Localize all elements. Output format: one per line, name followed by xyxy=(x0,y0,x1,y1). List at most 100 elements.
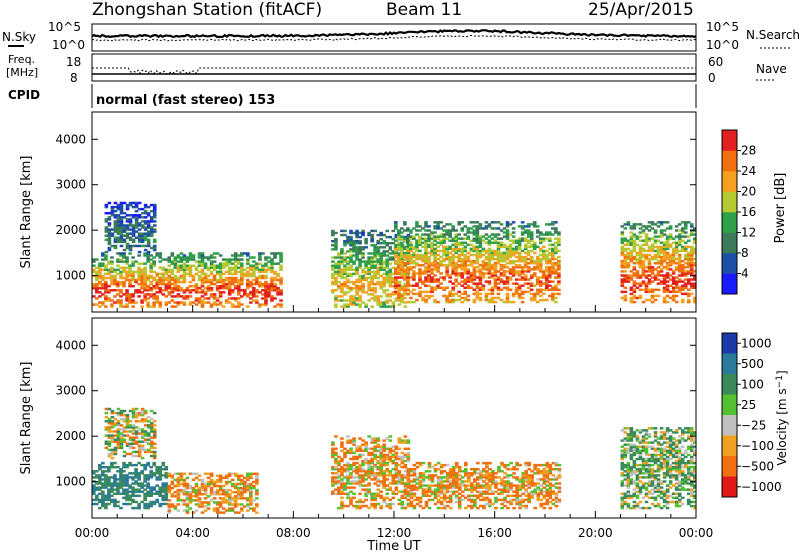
power-echo-cell xyxy=(523,264,528,267)
velocity-echo-cell xyxy=(346,474,350,477)
velocity-echo-cell xyxy=(243,497,247,500)
power-echo-cell xyxy=(529,243,534,247)
power-echo-cell xyxy=(137,236,142,239)
power-echo-cell xyxy=(499,251,504,255)
power-echo-cell xyxy=(367,268,371,272)
power-echo-cell xyxy=(349,235,353,239)
power-echo-cell xyxy=(379,242,384,245)
power-echo-cell xyxy=(460,241,465,244)
velocity-echo-cell xyxy=(119,468,123,471)
velocity-echo-cell xyxy=(355,476,359,479)
power-echo-cell xyxy=(173,266,178,269)
power-echo-cell xyxy=(662,296,667,300)
power-echo-cell xyxy=(349,295,353,298)
power-echo-cell xyxy=(161,293,166,296)
power-echo-cell xyxy=(526,266,531,269)
power-echo-cell xyxy=(517,274,522,277)
velocity-echo-cell xyxy=(98,492,102,495)
power-echo-cell xyxy=(331,272,335,276)
velocity-echo-cell xyxy=(224,474,229,478)
velocity-echo-cell xyxy=(403,453,408,457)
power-echo-cell xyxy=(358,231,362,235)
power-echo-cell xyxy=(107,238,112,242)
power-echo-cell xyxy=(653,239,658,242)
power-echo-cell xyxy=(385,280,390,284)
power-echo-cell xyxy=(361,256,365,259)
velocity-echo-cell xyxy=(391,490,396,493)
velocity-echo-cell xyxy=(400,506,405,510)
power-echo-cell xyxy=(529,239,534,242)
velocity-echo-cell xyxy=(182,493,187,496)
power-echo-cell xyxy=(517,278,522,281)
power-echo-cell xyxy=(385,260,390,263)
power-echo-cell xyxy=(255,295,259,298)
velocity-echo-cell xyxy=(194,499,199,502)
power-echo-cell xyxy=(659,270,664,273)
velocity-echo-cell xyxy=(164,490,169,493)
velocity-echo-cell xyxy=(200,488,205,492)
power-echo-cell xyxy=(270,297,274,300)
power-echo-cell xyxy=(394,266,399,269)
power-echo-cell xyxy=(267,260,271,263)
power-echo-cell xyxy=(439,241,443,244)
power-echo-cell xyxy=(334,246,338,249)
power-echo-cell xyxy=(632,233,637,236)
power-echo-cell xyxy=(620,251,625,255)
power-echo-cell xyxy=(490,237,495,240)
power-echo-cell xyxy=(170,276,175,280)
power-echo-cell xyxy=(352,242,356,245)
velocity-echo-cell xyxy=(134,468,138,471)
velocity-echo-cell xyxy=(122,488,126,491)
velocity-echo-cell xyxy=(337,461,341,465)
power-echo-cell xyxy=(677,257,682,261)
power-echo-cell xyxy=(125,295,129,298)
power-echo-cell xyxy=(122,252,126,255)
power-echo-cell xyxy=(623,259,628,263)
velocity-echo-cell xyxy=(243,482,247,486)
velocity-echo-cell xyxy=(364,498,368,502)
power-echo-cell xyxy=(502,300,507,304)
velocity-echo-cell xyxy=(131,424,136,427)
velocity-echo-cell xyxy=(243,505,247,508)
power-echo-cell xyxy=(692,249,697,253)
power-echo-cell xyxy=(433,259,437,263)
power-echo-cell xyxy=(149,262,153,265)
power-echo-cell xyxy=(104,289,108,292)
velocity-echo-cell xyxy=(346,486,350,489)
power-echo-cell xyxy=(478,264,483,267)
power-echo-cell xyxy=(460,274,465,277)
power-echo-cell xyxy=(448,292,452,296)
power-echo-cell xyxy=(110,305,114,308)
power-echo-cell xyxy=(505,288,510,292)
power-echo-cell xyxy=(680,268,685,271)
power-echo-cell xyxy=(647,249,652,253)
velocity-echo-cell xyxy=(412,478,417,481)
power-echo-cell xyxy=(116,228,121,231)
power-echo-cell xyxy=(514,290,519,294)
power-echo-cell xyxy=(433,239,437,242)
power-echo-cell xyxy=(122,256,126,259)
power-echo-cell xyxy=(686,272,691,275)
power-echo-cell xyxy=(487,292,492,296)
velocity-echo-cell xyxy=(185,505,190,508)
velocity-echo-cell xyxy=(379,457,384,461)
velocity-echo-cell xyxy=(352,461,356,465)
power-echo-cell xyxy=(415,253,419,257)
velocity-echo-cell xyxy=(131,482,135,485)
power-echo-cell xyxy=(246,293,250,296)
power-echo-cell xyxy=(511,249,516,253)
velocity-echo-cell xyxy=(125,415,130,419)
power-echo-cell xyxy=(629,257,634,261)
power-echo-cell xyxy=(361,229,365,233)
power-echo-cell xyxy=(535,255,540,259)
power-echo-cell xyxy=(481,227,486,230)
velocity-echo-cell xyxy=(140,409,145,413)
velocity-echo-cell xyxy=(134,426,139,429)
power-echo-cell xyxy=(496,262,501,265)
velocity-echo-cell xyxy=(125,444,130,448)
velocity-echo-cell xyxy=(391,445,396,448)
power-echo-cell xyxy=(92,268,96,272)
velocity-echo-cell xyxy=(140,448,145,452)
velocity-echo-cell xyxy=(176,488,181,492)
power-echo-cell xyxy=(116,238,121,242)
